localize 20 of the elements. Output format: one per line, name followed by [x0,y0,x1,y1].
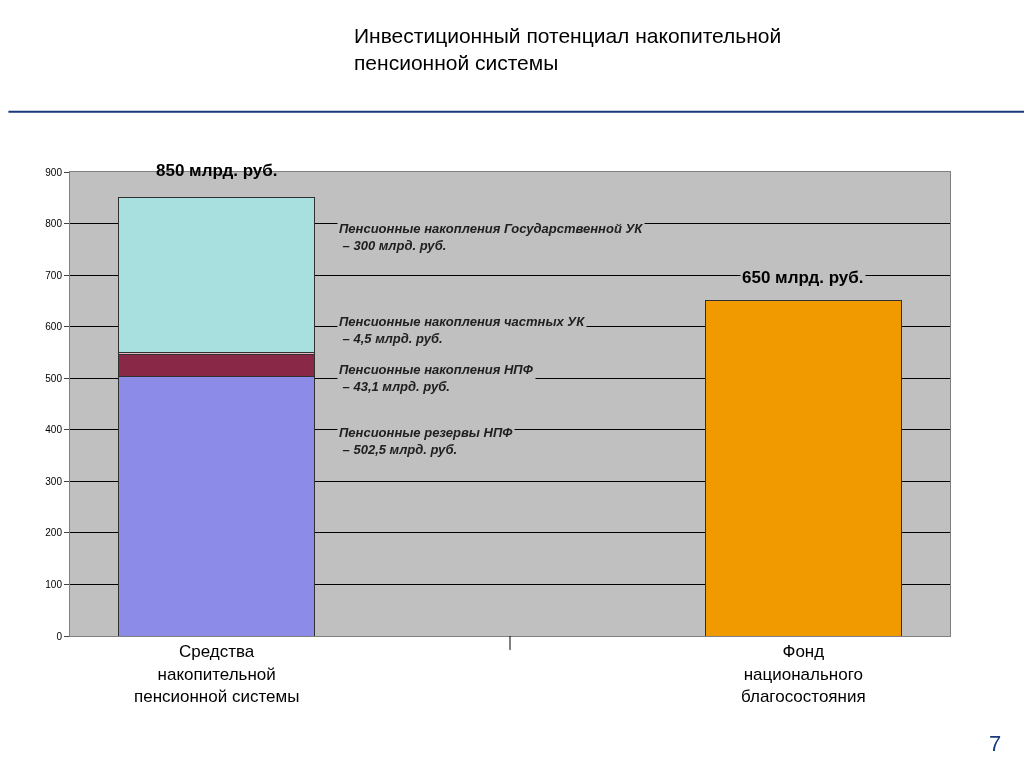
annotation: Пенсионные резервы НПФ – 502,5 млрд. руб. [339,425,514,457]
total-label: 850 млрд. руб. [156,161,278,180]
y-tick-label: 600 [45,321,63,333]
y-tick-label: 800 [45,218,63,230]
text: 7 [989,731,1002,756]
y-tick-label: 500 [45,372,63,384]
y-tick-label: 900 [45,166,63,178]
annotation: Пенсионные накопления НПФ – 43,1 млрд. руб. [339,362,534,394]
chart-title: Инвестиционный потенциал накопительной пенсионной системы [354,24,782,75]
total-label: 650 млрд. руб. [742,268,864,287]
y-tick-label: 400 [45,424,63,436]
x-tick-label: Средства накопительной пенсионной системы [133,642,300,706]
annotation: Пенсионные накопления Государственной УК – 300 млрд. руб. [339,221,644,253]
x-tick-label: Фонд национального благосостояния [741,642,866,706]
y-tick-label: 0 [56,630,63,642]
y-tick-label: 300 [45,475,63,487]
y-tick-label: 200 [45,527,63,539]
annotation: Пенсионные накопления частных УК – 4,5 млрд. руб. [339,314,586,346]
y-tick-label: 700 [45,269,63,281]
y-tick-label: 100 [45,578,63,590]
